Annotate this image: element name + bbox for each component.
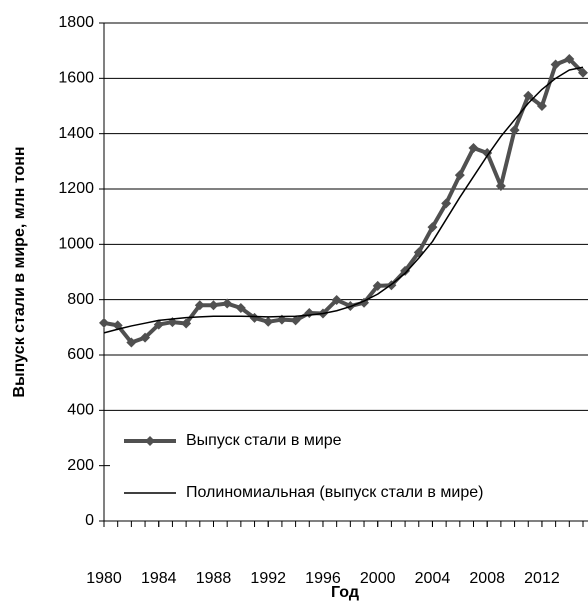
- data-point: [153, 319, 164, 330]
- data-point: [427, 222, 438, 233]
- data-point: [495, 180, 506, 191]
- x-tick-label: 1984: [141, 570, 177, 587]
- y-tick-label: 1000: [58, 236, 94, 253]
- data-point: [331, 294, 342, 305]
- legend-label: Полиномиальная (выпуск стали в мире): [186, 484, 483, 501]
- legend-background: [110, 425, 588, 515]
- data-point: [509, 125, 520, 136]
- data-point: [482, 148, 493, 159]
- data-point: [468, 143, 479, 154]
- data-point: [523, 90, 534, 101]
- data-point: [140, 332, 151, 343]
- x-tick-label: 1992: [250, 570, 286, 587]
- y-tick-label: 800: [67, 291, 94, 308]
- data-point: [194, 300, 205, 311]
- data-point: [99, 317, 109, 328]
- data-point: [550, 59, 561, 70]
- data-point: [564, 53, 575, 64]
- x-tick-label: 2004: [415, 570, 451, 587]
- y-tick-label: 1600: [58, 70, 94, 87]
- y-tick-label: 1400: [58, 125, 94, 142]
- y-tick-label: 1200: [58, 180, 94, 197]
- x-tick-label: 1988: [196, 570, 232, 587]
- data-point: [454, 170, 465, 181]
- y-tick-label: 1800: [58, 14, 94, 31]
- data-point: [441, 198, 452, 209]
- y-tick-label: 200: [67, 457, 94, 474]
- legend-marker: [145, 436, 155, 446]
- data-point: [181, 318, 192, 329]
- data-point: [222, 298, 233, 309]
- x-axis-label: Год: [331, 584, 359, 601]
- data-point: [578, 67, 588, 78]
- data-point: [249, 312, 260, 323]
- y-tick-label: 400: [67, 402, 94, 419]
- data-point: [372, 280, 383, 291]
- data-point: [235, 302, 246, 313]
- x-tick-label: 2012: [524, 570, 560, 587]
- data-point: [263, 316, 274, 327]
- series-line: [103, 66, 584, 334]
- x-tick-label: 1996: [305, 570, 341, 587]
- legend-label: Выпуск стали в мире: [186, 432, 342, 449]
- x-tick-label: 2000: [360, 570, 396, 587]
- y-tick-label: 600: [67, 346, 94, 363]
- data-point: [400, 265, 411, 276]
- x-tick-label: 2008: [469, 570, 505, 587]
- data-point: [290, 315, 301, 326]
- data-point: [536, 101, 547, 111]
- data-point: [126, 337, 137, 348]
- y-axis-label: Выпуск стали в мире, млн тонн: [11, 146, 28, 397]
- y-tick-label: 0: [85, 512, 94, 529]
- data-point: [208, 300, 219, 311]
- x-tick-label: 1980: [86, 570, 122, 587]
